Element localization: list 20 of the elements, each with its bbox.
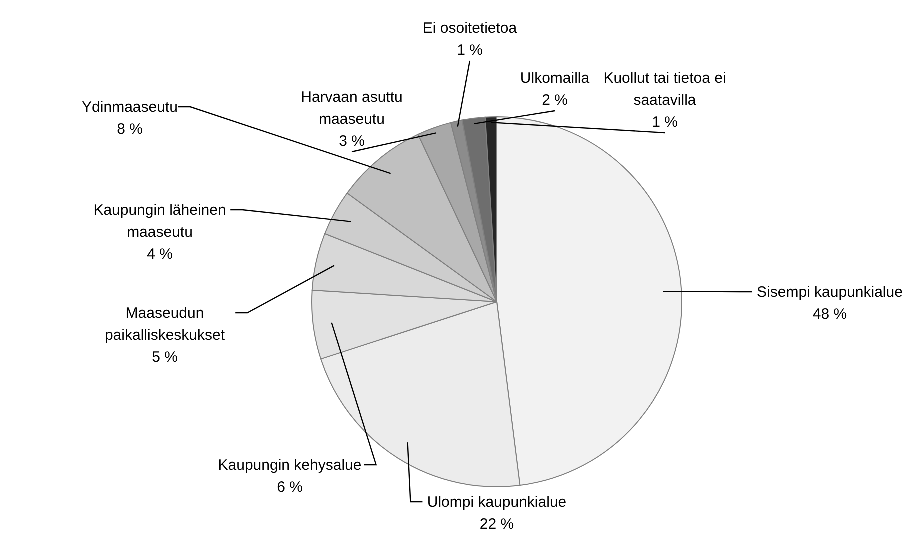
data-label: 8 % bbox=[117, 121, 143, 138]
data-label: 2 % bbox=[542, 92, 568, 109]
slice-label: Kuollut tai tietoa ei saatavilla bbox=[604, 70, 726, 109]
slice-label: Sisempi kaupunkialue bbox=[757, 284, 903, 301]
data-label: 1 % bbox=[457, 42, 483, 59]
data-label: 3 % bbox=[339, 133, 365, 150]
slice-label: Kaupungin kehysalue bbox=[218, 457, 362, 474]
data-label: 22 % bbox=[480, 516, 514, 533]
data-label: 6 % bbox=[277, 479, 303, 496]
slice-label: Harvaan asuttu maaseutu bbox=[301, 89, 403, 128]
data-label: 1 % bbox=[652, 114, 678, 131]
data-label: 4 % bbox=[147, 246, 173, 263]
slice-label: Ulkomailla bbox=[520, 70, 590, 87]
slice-label: Kaupungin läheinen maaseutu bbox=[94, 202, 226, 241]
slice-label: Maaseudun paikalliskeskukset bbox=[104, 305, 226, 344]
slice-label: Ydinmaaseutu bbox=[82, 99, 178, 116]
slice-label: Ulompi kaupunkialue bbox=[427, 494, 567, 511]
slice-label: Ei osoitetietoa bbox=[422, 20, 518, 37]
data-label: 5 % bbox=[152, 349, 178, 366]
data-label: 48 % bbox=[812, 306, 848, 323]
